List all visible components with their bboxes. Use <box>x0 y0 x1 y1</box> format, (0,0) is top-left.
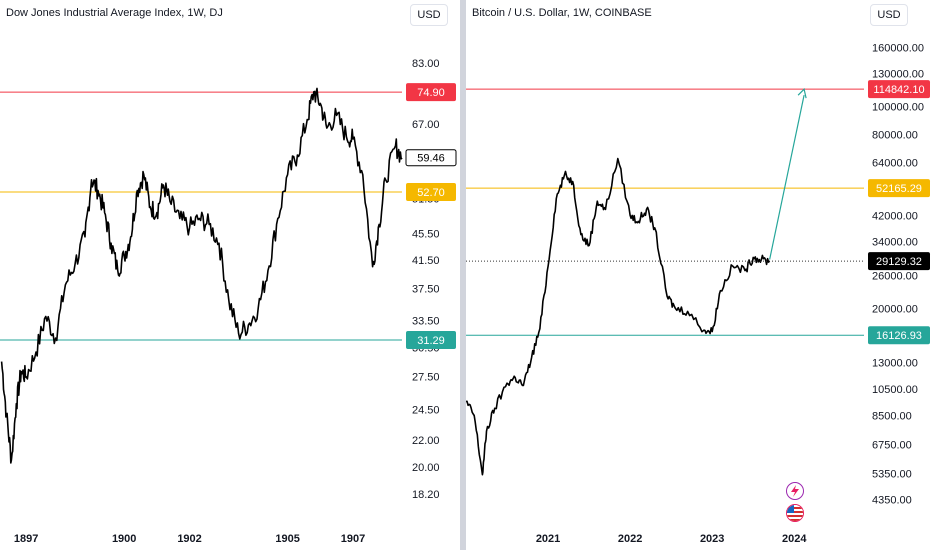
y-tick-label: 4350.00 <box>872 494 912 506</box>
x-tick-label: 2021 <box>536 533 560 545</box>
dow-jones-chart-pane[interactable]: Dow Jones Industrial Average Index, 1W, … <box>0 0 460 550</box>
y-tick-label: 6750.00 <box>872 439 912 451</box>
y-tick-label: 64000.00 <box>872 157 918 169</box>
us-flag-icon[interactable] <box>786 504 804 522</box>
y-tick-label: 67.00 <box>412 119 440 131</box>
x-tick-label: 1902 <box>177 533 201 545</box>
y-tick-label: 8500.00 <box>872 411 912 423</box>
projection-arrow <box>769 95 805 260</box>
y-tick-label: 5350.00 <box>872 469 912 481</box>
price-line <box>466 157 771 476</box>
price-line <box>0 87 403 464</box>
level-label: 74.90 <box>417 87 445 99</box>
projection-arrowhead <box>797 87 807 99</box>
level-label: 16126.93 <box>876 330 922 342</box>
last-price-label: 59.46 <box>417 153 445 165</box>
x-tick-label: 1905 <box>275 533 299 545</box>
last-price-label: 29129.32 <box>876 256 922 268</box>
chart-title: Dow Jones Industrial Average Index, 1W, … <box>6 7 223 19</box>
dow-jones-chart[interactable]: 83.0067.0051.5045.5041.5037.5033.5030.50… <box>0 0 460 550</box>
y-tick-label: 26000.00 <box>872 270 918 282</box>
level-label: 52.70 <box>417 187 445 199</box>
y-tick-label: 20.00 <box>412 462 440 474</box>
y-tick-label: 100000.00 <box>872 102 924 114</box>
y-tick-label: 83.00 <box>412 58 440 70</box>
x-tick-label: 1897 <box>14 533 38 545</box>
x-tick-label: 2024 <box>782 533 807 545</box>
x-tick-label: 2023 <box>700 533 724 545</box>
currency-button[interactable]: USD <box>870 4 908 26</box>
level-tag-support <box>868 326 930 345</box>
lightning-icon[interactable] <box>786 482 804 500</box>
y-tick-label: 42000.00 <box>872 210 918 222</box>
level-tag-resistance <box>868 80 930 99</box>
level-label: 31.29 <box>417 335 445 347</box>
y-tick-label: 45.50 <box>412 229 440 241</box>
level-tag-support <box>406 330 456 349</box>
last-price-tag <box>868 252 930 271</box>
last-price-tag <box>405 149 457 167</box>
x-tick-label: 1907 <box>341 533 365 545</box>
pane-divider[interactable] <box>460 0 466 550</box>
y-tick-label: 20000.00 <box>872 303 918 315</box>
y-tick-label: 80000.00 <box>872 129 918 141</box>
bitcoin-chart[interactable]: 160000.00 130000.00 100000.00 80000.00 64000… <box>466 0 932 550</box>
x-tick-label: 2022 <box>618 533 642 545</box>
level-tag-mid <box>868 179 930 198</box>
y-tick-label: 27.50 <box>412 372 440 384</box>
y-tick-label: 41.50 <box>412 255 440 267</box>
y-tick-label: 10500.00 <box>872 384 918 396</box>
level-tag-resistance <box>406 83 456 102</box>
x-tick-label: 1900 <box>112 533 136 545</box>
y-tick-label: 160000.00 <box>872 43 924 55</box>
y-tick-label: 130000.00 <box>872 69 924 81</box>
bitcoin-chart-pane[interactable]: Bitcoin / U.S. Dollar, 1W, COINBASE USD … <box>466 0 932 550</box>
level-label: 114842.10 <box>873 84 924 96</box>
y-tick-label: 33.50 <box>412 316 440 328</box>
chart-title: Bitcoin / U.S. Dollar, 1W, COINBASE <box>472 7 652 19</box>
level-tag-mid <box>406 182 456 201</box>
y-tick-label: 34000.00 <box>872 237 918 249</box>
currency-button[interactable]: USD <box>410 4 448 26</box>
y-tick-label: 18.20 <box>412 489 440 501</box>
y-tick-label: 37.50 <box>412 284 440 296</box>
y-tick-label: 13000.00 <box>872 357 918 369</box>
y-tick-label: 22.00 <box>412 435 440 447</box>
y-tick-label: 24.50 <box>412 404 440 416</box>
level-label: 52165.29 <box>876 183 922 195</box>
